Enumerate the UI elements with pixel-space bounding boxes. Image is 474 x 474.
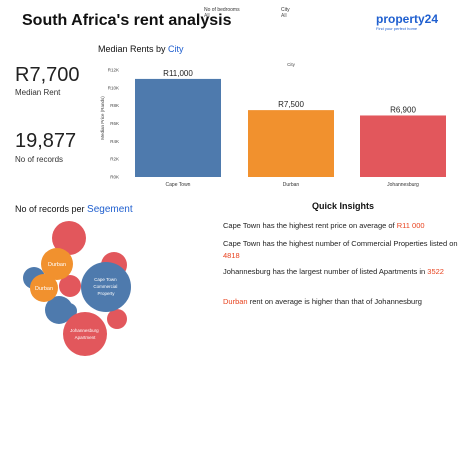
bar-data-label: R7,500 (278, 100, 304, 109)
filter-city-value[interactable]: All (281, 13, 287, 19)
insight-2-highlight: 4818 (223, 251, 240, 260)
y-axis: R0K R2K R4K R6K R8K R10K R12K (108, 68, 119, 180)
bubble-durban-left-label: Durban (35, 286, 53, 292)
kpi-records-value: 19,877 (15, 130, 77, 152)
insight-3: Johannesburg has the largest number of l… (223, 266, 463, 278)
insights-title: Quick Insights (312, 201, 375, 211)
y-tick-label: R4K (110, 139, 119, 144)
bar-chart: City Median Price (Rands) R0K R2K R4K R6K R8… (100, 62, 446, 188)
bubble-cape-town-commercial[interactable] (81, 262, 131, 312)
bars: R11,000 R7,500 R6,900 (135, 69, 446, 177)
insight-4-highlight: Durban (223, 297, 248, 306)
bar-cape-town[interactable] (135, 78, 221, 177)
bar-data-label: R6,900 (390, 105, 416, 114)
bubble-chart-title-accent: Segement (87, 204, 133, 215)
bubble-cape-town-commercial-label: Cape Town Commercial Property (93, 277, 118, 296)
x-tick-label: Durban (283, 182, 300, 188)
bubble-chart: Durban Durban Cape Town Commercial Prope… (23, 221, 131, 356)
y-tick-label: R12K (108, 68, 119, 73)
x-tick-label: Johannesburg (387, 182, 419, 188)
y-tick-label: R0K (110, 175, 119, 180)
bar-chart-legend-title: City (287, 62, 295, 67)
insight-2-text: Cape Town has the highest number of Comm… (223, 239, 458, 248)
insight-4-text: rent on average is higher than that of J… (247, 297, 422, 306)
bubble-durban-top[interactable] (41, 248, 73, 280)
kpi-median-rent-label: Median Rent (15, 88, 61, 97)
filter-city-label: City (281, 7, 290, 13)
bar-chart-title: Median Rents by City (98, 44, 184, 54)
bar-chart-title-accent: City (168, 44, 184, 54)
insight-4: Durban rent on average is higher than th… (223, 296, 463, 308)
bubble-small-red-mid[interactable] (59, 275, 81, 297)
filter-bedrooms[interactable]: No of bedrooms All (204, 7, 240, 19)
y-tick-label: R6K (110, 121, 119, 126)
bubble-small-red-bottom[interactable] (107, 309, 127, 329)
insight-3-text: Johannesburg has the largest number of l… (223, 267, 428, 276)
kpi-records-label: No of records (15, 155, 64, 164)
bubble-jhb-apartment-label: Johannesburg Apartment (70, 328, 100, 340)
insight-1-text: Cape Town has the highest rent price on … (223, 221, 397, 230)
insight-2: Cape Town has the highest number of Comm… (223, 238, 463, 262)
filter-bedrooms-value[interactable]: All (204, 13, 210, 19)
bubble-small-red-top[interactable] (52, 221, 86, 255)
insight-3-highlight: 3522 (427, 267, 444, 276)
bar-data-label: R11,000 (163, 69, 193, 78)
x-tick-label: Cape Town (166, 182, 191, 188)
insight-1-highlight: R11 000 (396, 221, 425, 230)
filter-bedrooms-label: No of bedrooms (204, 7, 240, 13)
filter-city[interactable]: City All (281, 7, 290, 19)
logo-tagline: Find your perfect home (376, 26, 418, 31)
page-title: South Africa's rent analysis (22, 12, 232, 29)
logo: property24 (376, 12, 439, 26)
x-axis: Cape Town Durban Johannesburg (166, 182, 420, 188)
bubble-durban-left[interactable] (30, 274, 58, 302)
y-tick-label: R8K (110, 103, 119, 108)
bubble-blue-left-lower[interactable] (45, 296, 73, 324)
bar-chart-title-prefix: Median Rents by (98, 44, 169, 54)
kpi-median-rent-value: R7,700 (15, 64, 80, 86)
y-tick-label: R2K (110, 157, 119, 162)
bubble-chart-title-prefix: No of records per (15, 204, 88, 214)
bubble-jhb-apartment[interactable] (63, 312, 107, 356)
bar-chart-ylabel: Median Price (Rands) (100, 96, 105, 140)
insight-1: Cape Town has the highest rent price on … (223, 220, 463, 232)
bar-durban[interactable] (248, 110, 334, 177)
y-tick-label: R10K (108, 85, 119, 90)
bubble-chart-title: No of records per Segement (15, 204, 133, 215)
bar-johannesburg[interactable] (360, 115, 446, 177)
bubble-durban-top-label: Durban (48, 262, 66, 268)
